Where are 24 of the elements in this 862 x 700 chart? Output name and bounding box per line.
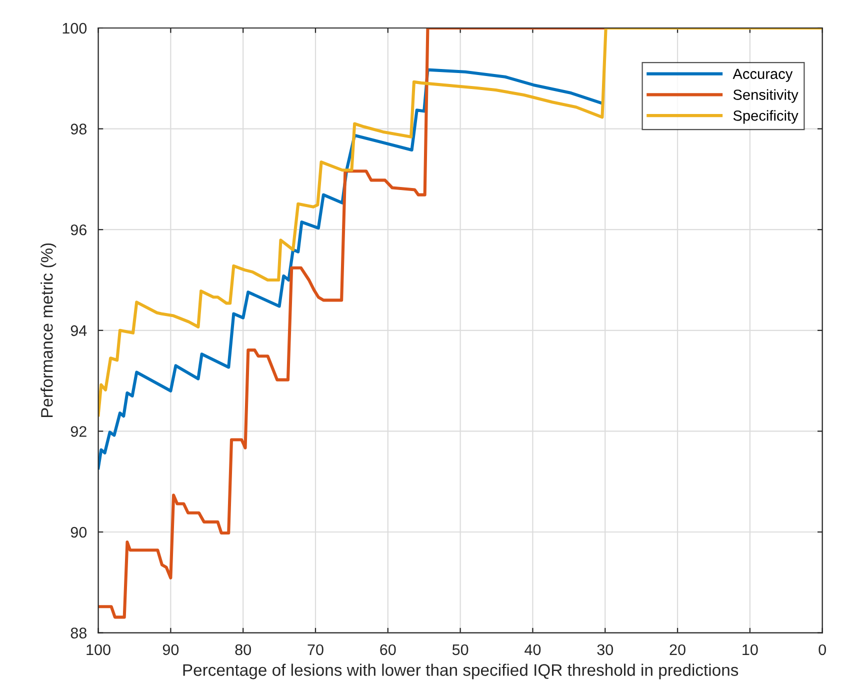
y-tick-label: 94 xyxy=(70,325,87,336)
x-tick-label: 10 xyxy=(742,644,758,656)
x-tick-label: 50 xyxy=(452,644,468,656)
line-series xyxy=(98,68,604,470)
legend-label: Accuracy xyxy=(732,68,793,82)
x-tick-label: 80 xyxy=(235,644,251,656)
x-tick-label: 0 xyxy=(818,644,826,656)
y-tick-label: 98 xyxy=(70,124,86,134)
y-tick-label: 92 xyxy=(70,426,86,437)
x-tick-label: 100 xyxy=(86,644,110,656)
x-tick-label: 30 xyxy=(597,644,614,656)
x-tick-label: 40 xyxy=(524,644,541,656)
x-tick-label: 90 xyxy=(162,644,179,656)
y-tick-label: 100 xyxy=(62,22,87,34)
x-axis-title: Percentage of lesions with lower than specified IQR threshold in predictions xyxy=(183,664,738,680)
x-tick-label: 70 xyxy=(308,644,324,656)
y-axis-title: Performance metric (%) xyxy=(40,243,56,418)
legend-label: Sensitivity xyxy=(733,89,798,103)
x-tick-label: 60 xyxy=(380,644,396,656)
y-tick-label: 90 xyxy=(70,526,87,538)
y-tick-label: 96 xyxy=(70,224,86,236)
x-tick-label: 20 xyxy=(670,644,686,656)
legend-label: Specificity xyxy=(733,110,798,124)
y-tick-label: 88 xyxy=(70,628,86,638)
